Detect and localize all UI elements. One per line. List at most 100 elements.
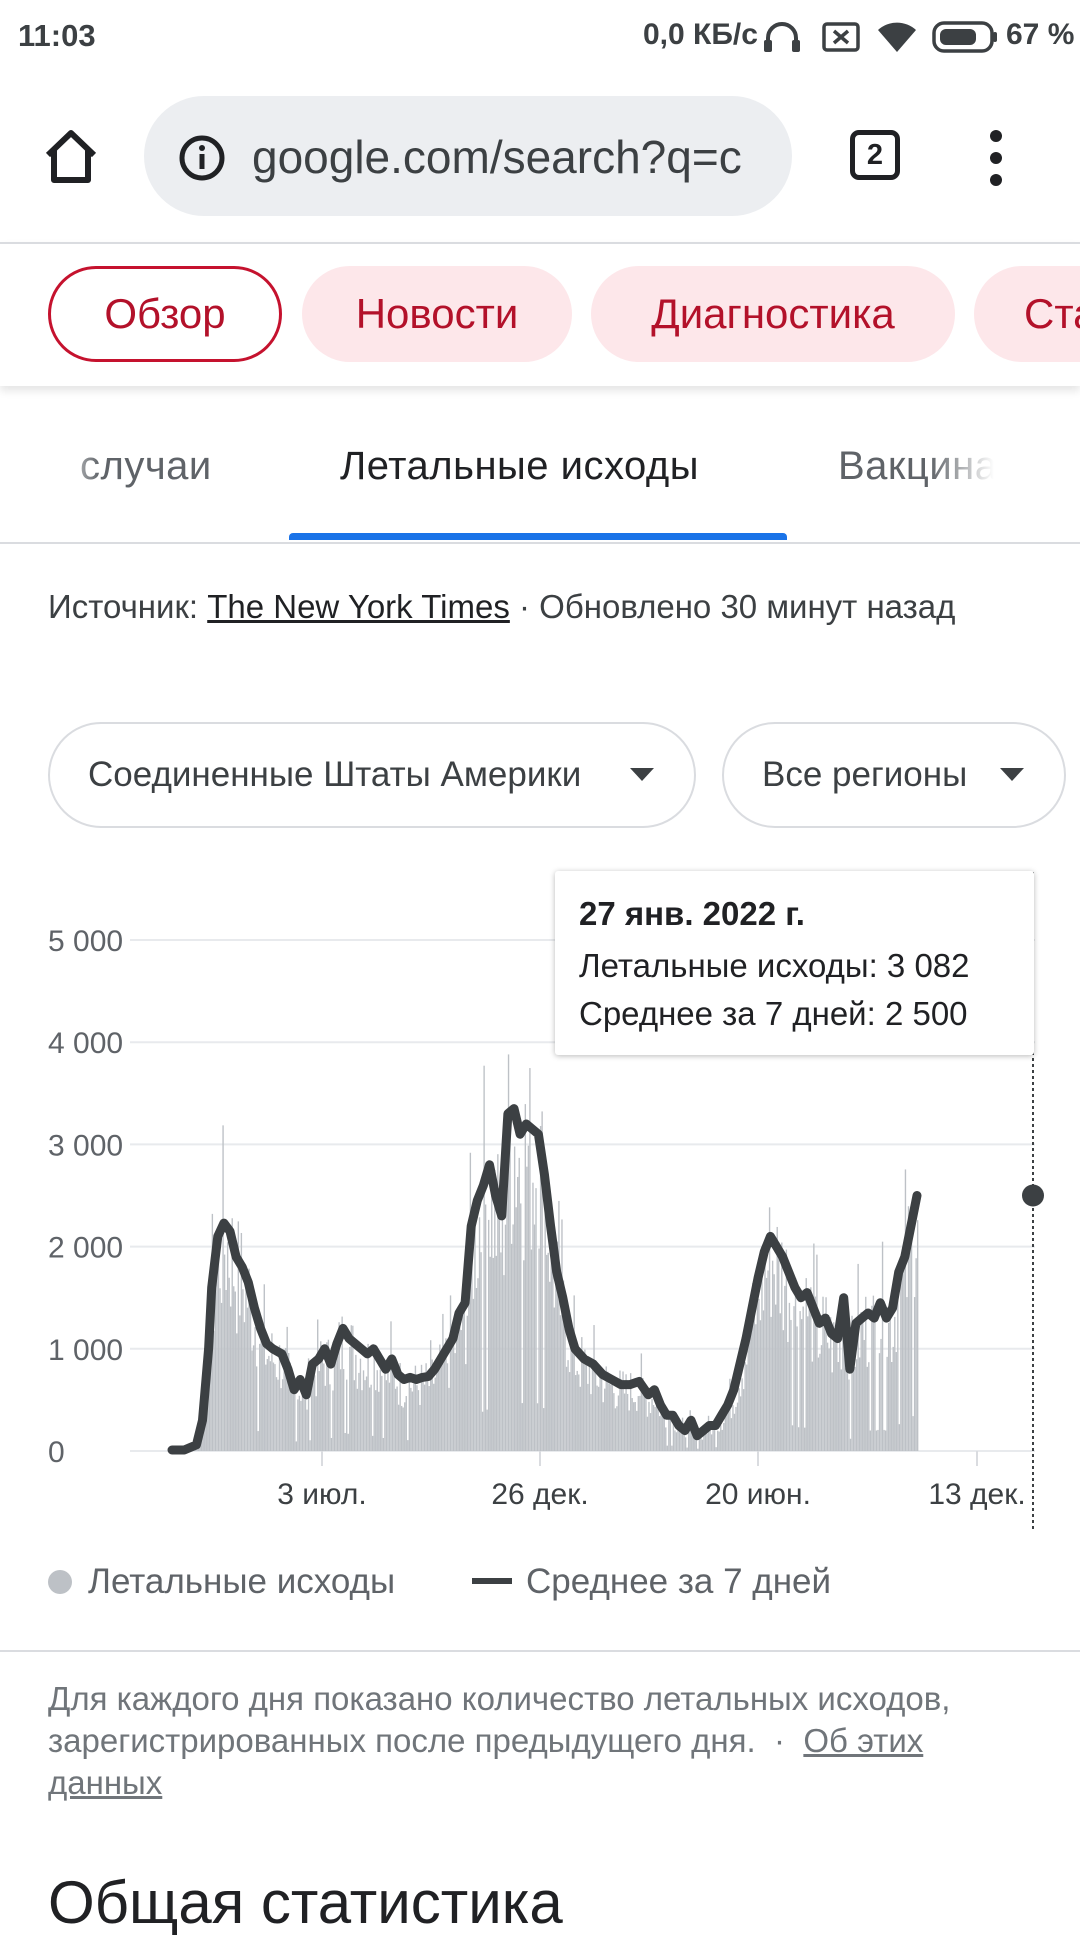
daily-deaths-bar xyxy=(452,1337,455,1451)
daily-deaths-bar xyxy=(700,1433,702,1451)
daily-deaths-bar xyxy=(622,1371,624,1451)
country-select[interactable]: Соединенные Штаты Америки xyxy=(48,722,696,828)
daily-deaths-bar xyxy=(411,1391,414,1451)
address-bar[interactable]: google.com/search?q=c xyxy=(144,96,792,216)
daily-deaths-bar xyxy=(576,1370,578,1451)
chart-bars xyxy=(172,1054,919,1451)
tab-cases[interactable]: случаи xyxy=(80,444,212,488)
daily-deaths-bar xyxy=(379,1369,381,1451)
daily-deaths-bar xyxy=(608,1383,610,1451)
daily-deaths-bar xyxy=(317,1319,319,1451)
daily-deaths-bar xyxy=(759,1320,762,1451)
daily-deaths-bar xyxy=(584,1349,586,1451)
daily-deaths-bar xyxy=(546,1254,548,1451)
daily-deaths-bar xyxy=(451,1347,453,1451)
deaths-chart[interactable]: 5 000 4 000 3 000 2 000 1 000 0 3 июл. 26 дек.… xyxy=(0,860,1080,1540)
more-menu-icon[interactable] xyxy=(982,128,1010,188)
daily-deaths-bar xyxy=(654,1406,656,1451)
daily-deaths-bar xyxy=(819,1353,821,1451)
daily-deaths-bar xyxy=(309,1440,311,1451)
daily-deaths-bar xyxy=(555,1262,557,1451)
chip-diagnostics[interactable]: Диагностика xyxy=(591,266,955,362)
daily-deaths-bar xyxy=(225,1290,227,1451)
daily-deaths-bar xyxy=(900,1278,902,1451)
daily-deaths-bar xyxy=(214,1291,217,1451)
daily-deaths-bar xyxy=(495,1255,498,1451)
tab-switcher-button[interactable]: 2 xyxy=(850,130,900,180)
home-icon[interactable] xyxy=(40,125,102,187)
daily-deaths-bar xyxy=(553,1307,556,1451)
source-link[interactable]: The New York Times xyxy=(207,588,510,625)
daily-deaths-bar xyxy=(280,1388,282,1451)
chip-statistics[interactable]: Ста xyxy=(974,266,1080,362)
tab-deaths[interactable]: Летальные исходы xyxy=(340,444,700,488)
daily-deaths-bar xyxy=(339,1369,342,1451)
daily-deaths-bar xyxy=(535,1188,537,1451)
daily-deaths-bar xyxy=(304,1386,307,1451)
daily-deaths-bar xyxy=(420,1364,423,1451)
daily-deaths-bar xyxy=(639,1395,641,1451)
sim-error-icon xyxy=(822,22,860,52)
daily-deaths-bar xyxy=(330,1437,333,1451)
daily-deaths-bar xyxy=(443,1354,446,1451)
daily-deaths-bar xyxy=(582,1358,585,1451)
daily-deaths-bar xyxy=(477,1278,479,1451)
daily-deaths-bar xyxy=(384,1359,386,1451)
daily-deaths-bar xyxy=(266,1359,269,1451)
daily-deaths-bar xyxy=(637,1396,639,1451)
daily-deaths-bar xyxy=(773,1274,775,1451)
daily-deaths-bar xyxy=(596,1385,598,1451)
daily-deaths-bar xyxy=(550,1212,552,1451)
daily-deaths-bar xyxy=(260,1325,262,1451)
daily-deaths-bar xyxy=(350,1325,352,1451)
daily-deaths-bar xyxy=(916,1220,919,1451)
daily-deaths-bar xyxy=(643,1389,646,1451)
chevron-down-icon xyxy=(630,768,654,781)
daily-deaths-bar xyxy=(429,1340,432,1451)
daily-deaths-bar xyxy=(718,1431,720,1451)
chip-news[interactable]: Новости xyxy=(302,266,572,362)
info-icon[interactable] xyxy=(178,134,226,182)
daily-deaths-bar xyxy=(663,1414,665,1451)
daily-deaths-bar xyxy=(271,1333,273,1451)
daily-deaths-bar xyxy=(887,1322,890,1451)
y-tick-label: 5 000 xyxy=(48,925,123,958)
daily-deaths-bar xyxy=(906,1297,908,1451)
daily-deaths-bar xyxy=(765,1277,768,1451)
daily-deaths-bar xyxy=(524,1104,527,1451)
daily-deaths-bar xyxy=(500,1252,502,1451)
daily-deaths-bar xyxy=(417,1390,420,1451)
daily-deaths-bar xyxy=(226,1242,229,1451)
daily-deaths-bar xyxy=(472,1298,475,1451)
daily-deaths-bar xyxy=(651,1398,653,1451)
daily-deaths-bar xyxy=(483,1065,485,1451)
daily-deaths-bar xyxy=(433,1383,435,1451)
daily-deaths-bar xyxy=(739,1396,742,1451)
daily-deaths-bar xyxy=(425,1363,427,1451)
daily-deaths-bar xyxy=(698,1438,701,1451)
daily-deaths-bar xyxy=(486,1409,488,1451)
about-data-link[interactable]: Об этих данных xyxy=(48,1722,924,1801)
region-select[interactable]: Все регионы xyxy=(722,722,1066,828)
chevron-down-icon xyxy=(1000,768,1024,781)
daily-deaths-bar xyxy=(414,1365,417,1451)
daily-deaths-bar xyxy=(868,1362,870,1451)
daily-deaths-bar xyxy=(329,1384,331,1451)
daily-deaths-bar xyxy=(895,1352,897,1451)
daily-deaths-bar xyxy=(599,1375,601,1451)
status-bar: 11:03 0,0 КБ/с 67 % xyxy=(0,0,1080,72)
daily-deaths-bar xyxy=(839,1329,841,1451)
daily-deaths-bar xyxy=(710,1434,713,1451)
y-tick-label: 2 000 xyxy=(48,1232,123,1265)
daily-deaths-bar xyxy=(587,1383,589,1451)
daily-deaths-bar xyxy=(471,1223,473,1451)
daily-deaths-bar xyxy=(655,1398,658,1451)
daily-deaths-bar xyxy=(823,1314,826,1451)
daily-deaths-bar xyxy=(694,1429,696,1451)
daily-deaths-bar xyxy=(771,1260,774,1451)
daily-deaths-bar xyxy=(356,1388,359,1451)
chip-overview[interactable]: Обзор xyxy=(48,266,282,362)
daily-deaths-bar xyxy=(286,1326,288,1451)
url-text[interactable]: google.com/search?q=c xyxy=(252,131,742,183)
daily-deaths-bar xyxy=(295,1441,298,1451)
